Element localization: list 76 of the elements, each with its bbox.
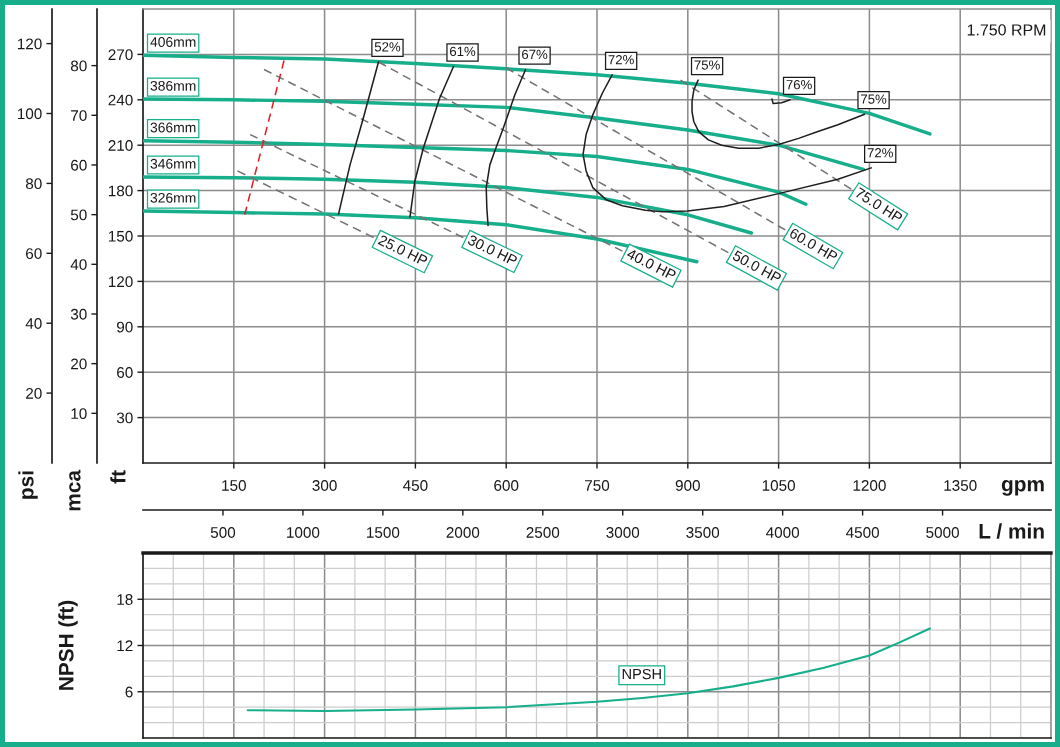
- series-label: 406mm: [150, 37, 196, 47]
- y-tick-label: 150: [108, 230, 133, 242]
- y-tick-label: 270: [108, 49, 133, 61]
- annotation: 72%: [608, 55, 634, 65]
- x2-tick-label: 3000: [606, 527, 640, 538]
- x2-tick-label: 5000: [926, 527, 959, 538]
- y-tick-label: 90: [117, 321, 133, 333]
- y2-tick-label: 20: [26, 387, 42, 399]
- y-tick-label: 18: [117, 594, 133, 605]
- y-tick-label: 120: [108, 276, 133, 288]
- x2-tick-label: 4000: [766, 527, 800, 538]
- line-series: [409, 65, 455, 218]
- y2-tick-label: 60: [26, 248, 42, 259]
- text: 25.0 HP: [377, 234, 429, 267]
- y3-tick-label: 60: [71, 159, 87, 171]
- x-tick-label: 150: [222, 480, 246, 491]
- annotation: 1.750 RPM: [967, 24, 1046, 36]
- x-tick-label: 750: [585, 480, 610, 491]
- line-series: [485, 68, 527, 227]
- y3-tick-label: 20: [71, 358, 87, 370]
- x-tick-label: 600: [494, 480, 519, 491]
- x2-tick-label: 1000: [287, 527, 320, 538]
- x2-tick-label: 4500: [845, 527, 880, 538]
- annotation: 76%: [786, 80, 812, 90]
- y2-tick-label: 40: [25, 318, 42, 329]
- y2-tick-label: 80: [25, 178, 42, 190]
- y-tick-label: 60: [117, 367, 133, 378]
- text: 30.0 HP: [467, 234, 518, 267]
- line-series: [337, 61, 380, 215]
- y3-tick-label: 70: [71, 110, 87, 121]
- annotation: 61%: [450, 46, 476, 57]
- y3-tick-label: 30: [70, 308, 87, 320]
- x-axis-title: gpm: [1001, 480, 1044, 496]
- x2-tick-label: 1500: [367, 527, 400, 538]
- y3-tick-label: 40: [70, 259, 87, 270]
- annotation: 52%: [374, 42, 401, 52]
- y2-tick-label: 120: [17, 38, 42, 50]
- x-tick-label: 300: [312, 480, 337, 491]
- x-tick-label: 1200: [853, 480, 886, 491]
- annotation: 75%: [861, 94, 887, 104]
- y-tick-label: 12: [117, 640, 133, 652]
- x2-tick-label: 2500: [526, 527, 560, 538]
- y-tick-label: 210: [108, 140, 133, 151]
- y3-tick-label: 10: [71, 408, 87, 420]
- y3-tick-label: 80: [70, 60, 87, 72]
- line-series: [246, 627, 931, 713]
- series-label: NPSH: [622, 668, 661, 680]
- y3-tick-label: 50: [70, 209, 87, 221]
- y2-tick-label: 100: [17, 108, 42, 120]
- text: 50.0 HP: [731, 250, 782, 284]
- y-tick-label: 6: [125, 686, 133, 698]
- y-tick-label: 240: [108, 94, 133, 106]
- text: 40.0 HP: [626, 248, 677, 281]
- annotation: 72%: [867, 148, 893, 158]
- x2-tick-label: 500: [210, 527, 236, 538]
- text: 60.0 HP: [788, 227, 839, 263]
- series-label: 386mm: [150, 80, 196, 91]
- x-tick-label: 900: [675, 480, 700, 491]
- x2-axis-title: L / min: [979, 523, 1044, 539]
- y3-axis-title: mca: [69, 469, 81, 511]
- series-label: 346mm: [150, 158, 196, 169]
- annotation: 67%: [522, 49, 548, 60]
- x2-tick-label: 2000: [446, 527, 480, 538]
- text: 75.0 HP: [854, 187, 904, 224]
- x2-tick-label: 3500: [686, 527, 720, 538]
- x-tick-label: 450: [403, 480, 428, 491]
- x-tick-label: 1350: [944, 480, 977, 491]
- y-tick-label: 180: [108, 185, 133, 197]
- y2-axis-title: psi: [18, 471, 38, 499]
- series-label: 326mm: [150, 192, 196, 203]
- annotation: 75%: [694, 60, 720, 70]
- x-tick-label: 1050: [762, 480, 795, 491]
- y-axis-title: NPSH (ft): [58, 600, 78, 690]
- series-label: 366mm: [150, 122, 196, 133]
- y-axis-title: ft: [110, 470, 126, 484]
- y-tick-label: 30: [116, 412, 133, 424]
